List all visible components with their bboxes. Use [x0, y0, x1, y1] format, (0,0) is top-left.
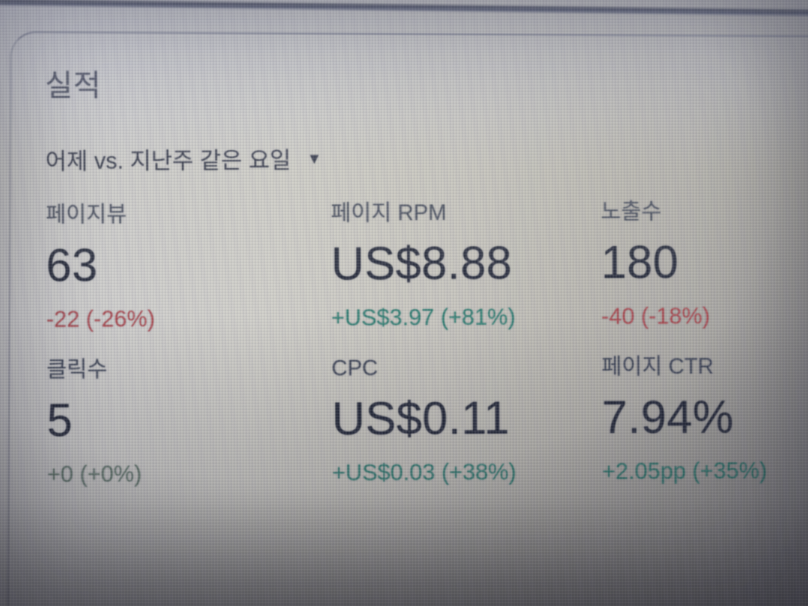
metric-pageviews: 페이지뷰 63 -22 (-26%) [46, 200, 332, 356]
performance-card-content: 실적 어제 vs. 지난주 같은 요일 ▼ 페이지뷰 63 -22 (-26%)… [45, 66, 792, 511]
metric-value: US$0.11 [331, 391, 510, 445]
metric-delta: +0 (+0%) [47, 460, 142, 487]
metric-label: 클릭수 [46, 356, 108, 382]
metric-value: 63 [45, 238, 98, 291]
metric-delta: -22 (-26%) [46, 305, 156, 332]
metric-value: US$8.88 [330, 236, 513, 290]
metric-value: 7.94% [601, 390, 734, 444]
metric-delta: -40 (-18%) [601, 302, 711, 330]
metric-delta: +US$0.03 (+38%) [332, 458, 517, 486]
metric-delta: +US$3.97 (+81%) [331, 303, 516, 331]
metric-label: 페이지 CTR [601, 353, 714, 380]
metric-impressions: 노출수 180 -40 (-18%) [601, 197, 792, 353]
comparison-label: 어제 vs. 지난주 같은 요일 [45, 146, 291, 174]
page-title: 실적 [45, 69, 102, 103]
top-divider-line [0, 0, 808, 17]
metrics-grid: 페이지뷰 63 -22 (-26%) 페이지 RPM US$8.88 +US$3… [46, 197, 793, 511]
metric-value: 180 [600, 235, 679, 289]
metric-page-ctr: 페이지 CTR 7.94% +2.05pp (+35%) [601, 352, 792, 508]
metric-label: CPC [331, 355, 379, 381]
metric-cpc: CPC US$0.11 +US$0.03 (+38%) [331, 353, 602, 509]
comparison-dropdown[interactable]: 어제 vs. 지난주 같은 요일 ▼ [45, 141, 321, 176]
metric-label: 페이지 RPM [330, 199, 447, 226]
metric-label: 노출수 [600, 198, 662, 225]
metric-delta: +2.05pp (+35%) [602, 457, 768, 485]
metric-label: 페이지뷰 [45, 201, 127, 227]
metric-page-rpm: 페이지 RPM US$8.88 +US$3.97 (+81%) [331, 198, 602, 354]
chevron-down-icon: ▼ [306, 150, 322, 168]
metric-clicks: 클릭수 5 +0 (+0%) [46, 355, 332, 511]
metric-value: 5 [46, 393, 73, 446]
